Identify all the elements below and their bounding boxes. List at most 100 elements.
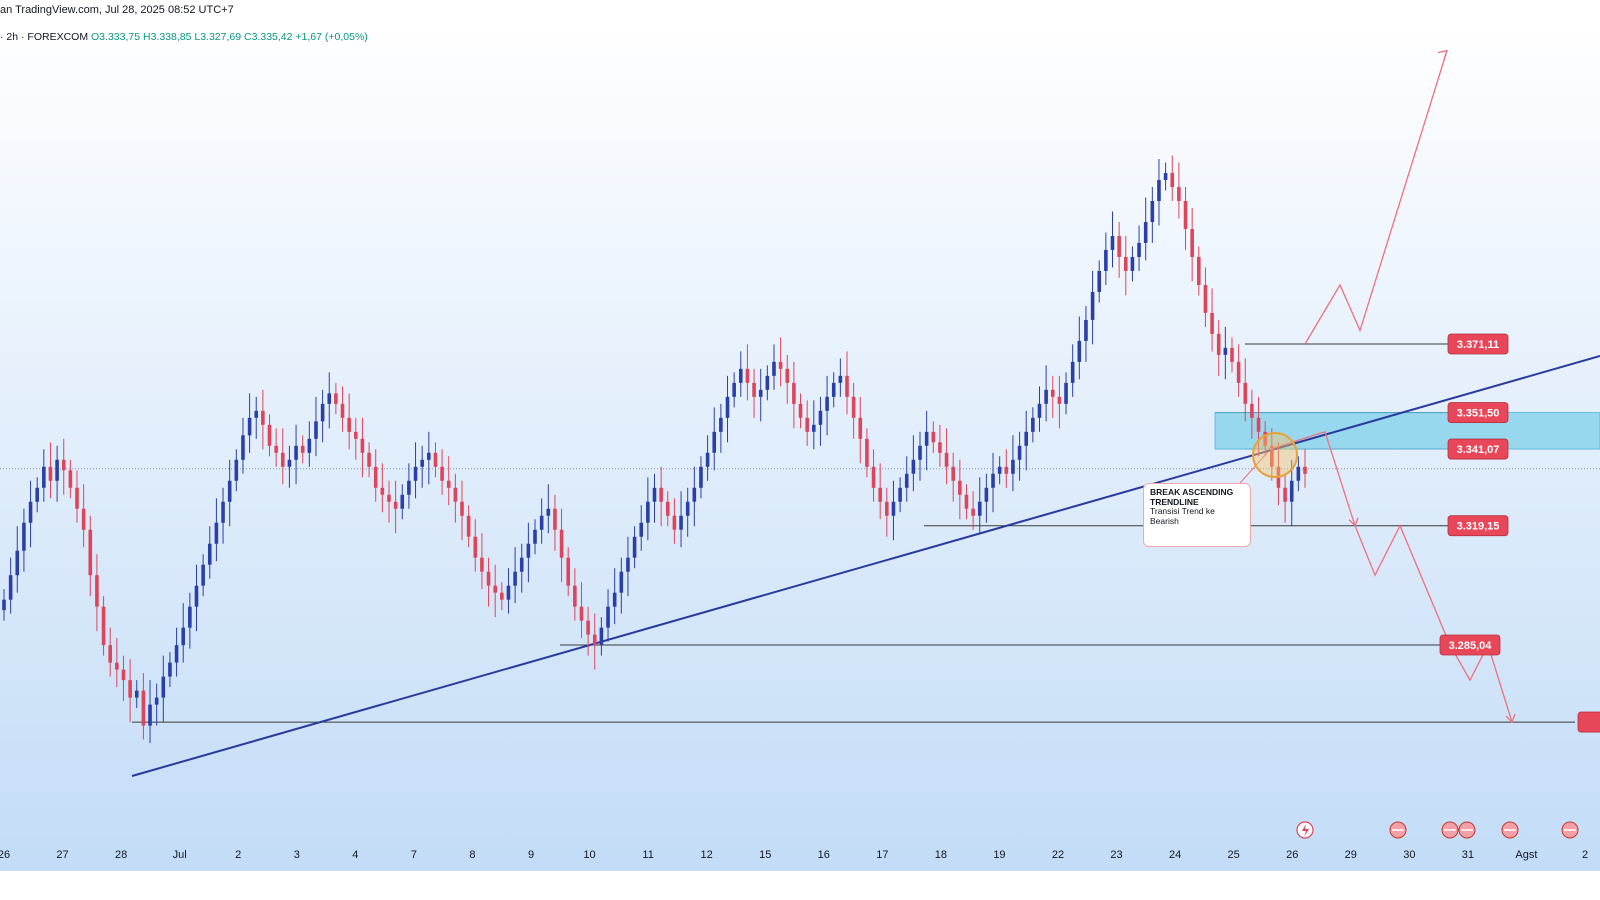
candle-body (420, 459, 424, 467)
candle-body (241, 435, 245, 460)
candle-body (1137, 242, 1141, 257)
candle-body (154, 697, 159, 705)
candle-body (579, 606, 584, 621)
candle-body (221, 501, 225, 523)
x-tick-label: 25 (1228, 849, 1240, 861)
price-label-box (1439, 634, 1501, 656)
x-tick-label: 3 (294, 849, 300, 861)
candle-body (115, 662, 119, 670)
x-tick-label: 2 (1582, 849, 1588, 861)
candle-body (519, 557, 524, 572)
candle-body (168, 662, 172, 677)
candle-body (639, 522, 644, 537)
candle-body (745, 368, 750, 383)
candle-body (1037, 403, 1042, 418)
candle-body (446, 480, 451, 488)
candle-body (1163, 173, 1168, 181)
candle-body (931, 431, 936, 443)
candle-body (1283, 487, 1287, 502)
candle-body (997, 466, 1002, 474)
x-tick-label: 17 (876, 849, 888, 861)
candle-body (280, 452, 285, 467)
candle-body (1104, 249, 1108, 271)
candle-body (1250, 403, 1254, 418)
candle-body (320, 403, 325, 422)
candle-body (991, 473, 995, 488)
x-tick-label: 30 (1403, 849, 1415, 861)
x-tick-label: 2 (235, 849, 241, 861)
x-tick-label: 4 (352, 849, 358, 861)
candle-body (672, 515, 677, 530)
candle-body (665, 501, 670, 516)
annotation-title: BREAK ASCENDING TRENDLINE (1150, 487, 1234, 507)
candle-body (141, 690, 146, 726)
candle-body (606, 606, 610, 628)
candle-body (1223, 347, 1228, 355)
candle-body (1230, 347, 1234, 362)
supply-zone (1214, 412, 1600, 450)
close-value: C3.335,42 (244, 31, 293, 43)
candle-body (314, 421, 318, 439)
candle-body (274, 445, 278, 453)
x-tick-label: 12 (701, 849, 713, 861)
candle-body (506, 585, 511, 600)
candle-body (473, 536, 478, 558)
candle-body (1044, 389, 1048, 404)
x-tick-label: 8 (469, 849, 475, 861)
x-tick-label: 31 (1462, 849, 1474, 861)
candle-body (758, 389, 763, 397)
candle-body (772, 361, 776, 376)
candle-body (599, 627, 604, 646)
candle-body (1064, 382, 1068, 404)
price-label-text: 3.319,15 (1457, 521, 1500, 533)
candle-body (134, 690, 139, 698)
candle-body (254, 410, 259, 418)
candle-body (360, 438, 365, 453)
candle-body (539, 515, 544, 530)
candle-body (194, 585, 199, 607)
candle-body (1170, 173, 1175, 188)
candle-body (227, 480, 232, 502)
candle-body (128, 680, 132, 698)
candle-body (294, 445, 298, 460)
candle-body (55, 459, 59, 481)
candle-body (88, 529, 93, 576)
candle-body (1177, 187, 1181, 202)
candle-body (984, 487, 989, 502)
candle-body (387, 494, 391, 502)
candle-body (1157, 180, 1161, 202)
candle-body (1296, 466, 1301, 481)
candle-body (1143, 221, 1148, 243)
candle-body (1289, 480, 1294, 502)
price-label-text: 3.371,11 (1457, 339, 1499, 351)
candle-body (300, 445, 305, 453)
candle-body (1004, 466, 1009, 474)
bearish-projection (1269, 430, 1513, 723)
candle-body (493, 585, 497, 593)
candle-body (108, 645, 113, 663)
annotation-body: Transisi Trend ke Bearish (1150, 506, 1215, 526)
candle-body (1084, 319, 1088, 341)
candle-body (393, 501, 398, 509)
candle-body (513, 571, 517, 586)
candle-body (247, 417, 252, 436)
x-tick-label: 28 (115, 849, 127, 861)
candle-body (878, 487, 882, 502)
candle-body (1256, 417, 1261, 432)
lightning-glyph (1302, 824, 1309, 837)
chart-publisher-header: an TradingView.com, Jul 28, 2025 08:52 U… (0, 4, 234, 16)
candle-body (1097, 270, 1102, 292)
candle-body (725, 396, 730, 418)
change-value: +1,67 (+0,05%) (295, 31, 368, 43)
candle-body (712, 431, 717, 453)
candle-body (101, 606, 106, 646)
candle-body (559, 529, 564, 558)
candle-body (685, 501, 690, 516)
candle-body (612, 592, 617, 607)
candle-body (825, 396, 829, 411)
candle-body (480, 557, 484, 572)
candle-body (427, 452, 431, 460)
candle-body (1243, 382, 1248, 404)
